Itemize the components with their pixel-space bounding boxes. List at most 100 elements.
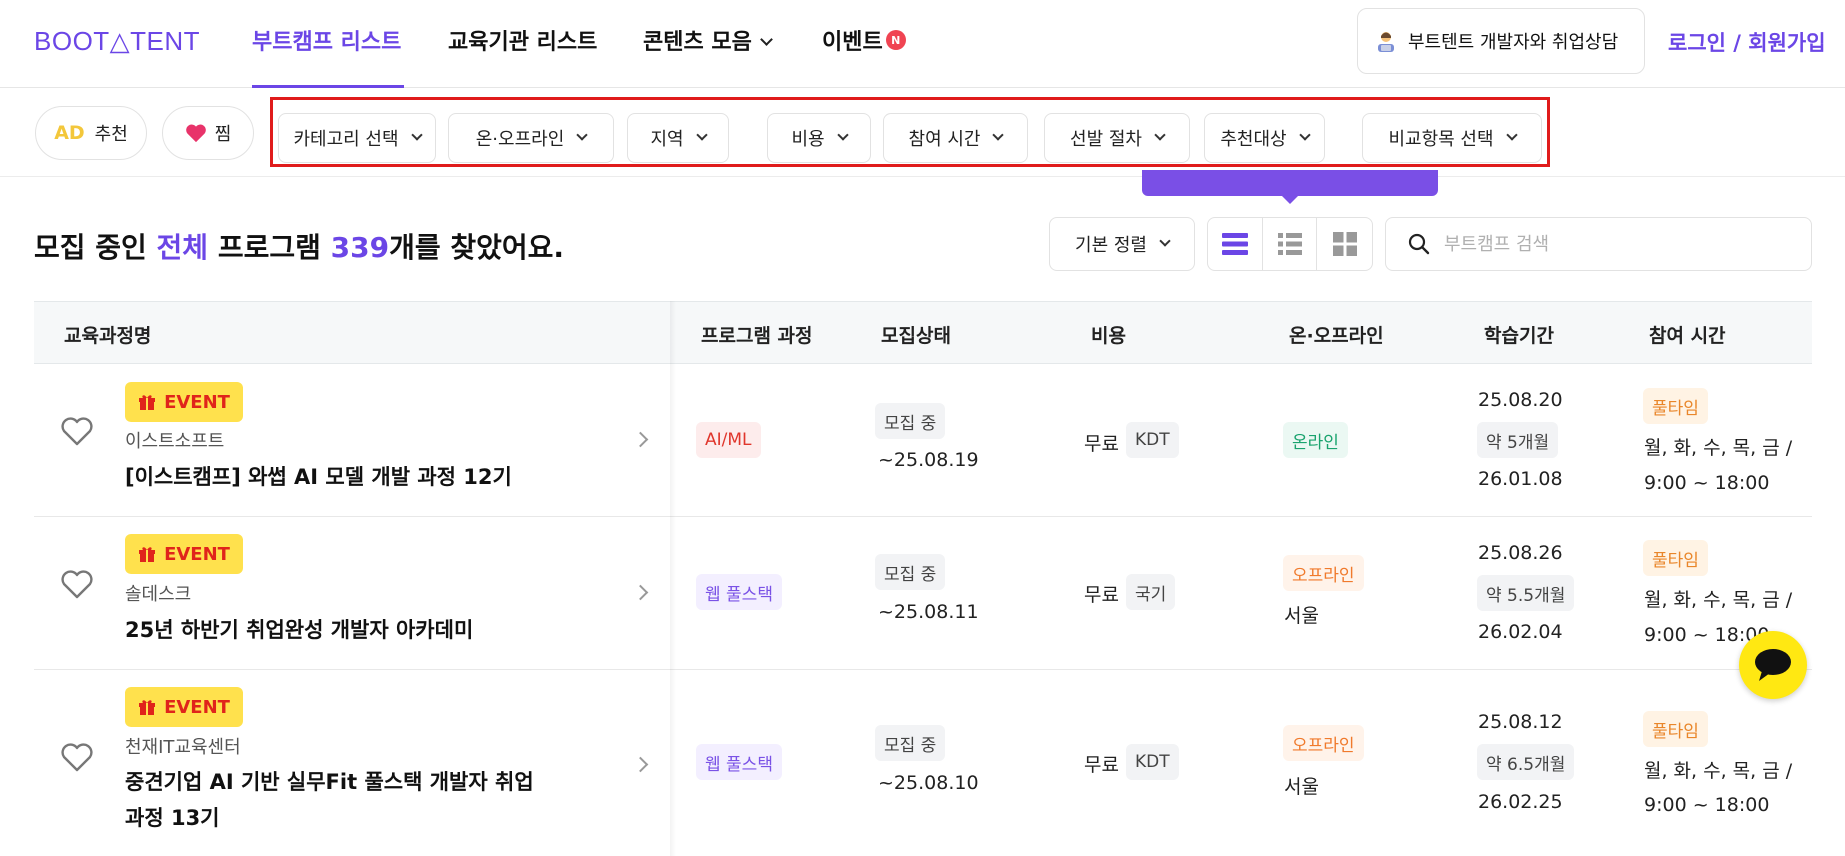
online-tag: 온라인 xyxy=(1283,422,1348,458)
gift-icon xyxy=(139,547,156,562)
filter-compare-items[interactable]: 비교항목 선택 xyxy=(1362,113,1542,163)
developer-avatar-icon xyxy=(1378,32,1394,52)
program-tag: AI/ML xyxy=(696,422,761,458)
schedule-hours: 9:00 ~ 18:00 xyxy=(1644,794,1770,816)
program-tag: 웹 풀스택 xyxy=(696,744,782,780)
chevron-down-icon xyxy=(1298,129,1311,141)
event-label: EVENT xyxy=(164,543,230,565)
filter-cost[interactable]: 비용 xyxy=(767,113,871,163)
filter-category[interactable]: 카테고리 선택 xyxy=(278,113,436,163)
table-header: 교육과정명 프로그램 과정 모집상태 비용 온·오프라인 학습기간 참여 시간 xyxy=(34,301,1812,364)
chevron-down-icon xyxy=(576,129,588,141)
nav-contents-label: 콘텐츠 모음 xyxy=(643,30,752,55)
wishlist-button[interactable]: 찜 xyxy=(162,106,254,160)
nav-events[interactable]: 이벤트 N xyxy=(822,24,906,56)
course-title[interactable]: 중견기업 AI 기반 실무Fit 풀스택 개발자 취업과정 13기 xyxy=(125,770,534,830)
nav-institution-list[interactable]: 교육기관 리스트 xyxy=(448,24,597,56)
nav-bootcamp-list[interactable]: 부트캠프 리스트 xyxy=(252,24,401,56)
chevron-right-icon[interactable] xyxy=(632,584,649,601)
col-participation-time: 참여 시간 xyxy=(1649,325,1726,347)
compare-tooltip xyxy=(1142,170,1438,196)
ad-recommend-button[interactable]: AD 추천 xyxy=(35,106,147,160)
end-date: 26.02.04 xyxy=(1478,621,1563,643)
wishlist-label: 찜 xyxy=(214,124,232,145)
bootent-logo[interactable]: BOOT△TENT xyxy=(34,26,201,56)
filter-region[interactable]: 지역 xyxy=(627,113,729,163)
event-badge: EVENT xyxy=(125,534,243,574)
results-headline: 모집 중인 전체 프로그램 339개를 찾았어요. xyxy=(34,226,564,266)
nav-contents[interactable]: 콘텐츠 모음 xyxy=(643,24,773,56)
view-grid-button[interactable] xyxy=(1317,218,1372,270)
filter-region-label: 지역 xyxy=(650,129,684,150)
chat-bubble-icon xyxy=(1755,649,1791,681)
institution-name: 솔데스크 xyxy=(125,584,192,605)
sort-label: 기본 정렬 xyxy=(1075,235,1147,256)
duration-tag: 약 6.5개월 xyxy=(1477,744,1575,780)
col-cost: 비용 xyxy=(1091,325,1126,347)
end-date: 26.01.08 xyxy=(1478,468,1563,490)
nav-institution-list-label: 교육기관 리스트 xyxy=(448,30,598,55)
chevron-down-icon xyxy=(1159,235,1171,247)
chevron-down-icon xyxy=(410,129,423,141)
career-consult-button[interactable]: 부트텐트 개발자와 취업상담 xyxy=(1357,8,1645,74)
filter-target[interactable]: 추천대상 xyxy=(1204,113,1325,163)
filter-online-offline-label: 온·오프라인 xyxy=(475,129,565,150)
chevron-down-icon xyxy=(1154,129,1166,141)
nav-bootcamp-list-label: 부트캠프 리스트 xyxy=(252,30,402,55)
filter-dropdown-group: 카테고리 선택 온·오프라인 지역 비용 참여 시간 선발 절차 추천대상 비교… xyxy=(270,97,1550,167)
search-input[interactable] xyxy=(1444,233,1784,255)
chevron-down-icon xyxy=(760,33,773,46)
gift-icon xyxy=(139,395,156,410)
chevron-right-icon[interactable] xyxy=(632,756,649,773)
filter-compare-items-label: 비교항목 선택 xyxy=(1388,129,1494,150)
col-duration: 학습기간 xyxy=(1484,325,1554,347)
cost-value: 무료 xyxy=(1084,754,1119,776)
chevron-down-icon xyxy=(1505,129,1518,141)
course-title[interactable]: 25년 하반기 취업완성 개발자 아카데미 xyxy=(125,618,474,642)
kakao-chat-button[interactable] xyxy=(1739,631,1807,699)
recruit-status: 모집 중 xyxy=(875,554,946,590)
duration-tag: 약 5.5개월 xyxy=(1477,575,1575,611)
event-badge: EVENT xyxy=(125,382,243,422)
schedule-hours: 9:00 ~ 18:00 xyxy=(1644,472,1770,494)
heart-outline-icon[interactable] xyxy=(60,570,94,600)
filter-participation-time[interactable]: 참여 시간 xyxy=(883,113,1028,163)
ad-tag: AD xyxy=(54,122,85,144)
active-tab-underline xyxy=(252,85,404,88)
results-suffix: 개를 찾았어요. xyxy=(389,231,565,264)
view-mode-toggle xyxy=(1207,217,1373,271)
location: 서울 xyxy=(1284,605,1319,627)
col-status: 모집상태 xyxy=(881,325,951,347)
heart-outline-icon[interactable] xyxy=(60,743,94,773)
table-row[interactable]: EVENT 천재IT교육센터 중견기업 AI 기반 실무Fit 풀스택 개발자 … xyxy=(34,671,1812,856)
schedule-days: 월, 화, 수, 목, 금 / xyxy=(1644,589,1793,611)
table-row[interactable]: EVENT 솔데스크 25년 하반기 취업완성 개발자 아카데미 웹 풀스택 모… xyxy=(34,518,1812,670)
filter-selection-process-label: 선발 절차 xyxy=(1070,129,1142,150)
filter-target-label: 추천대상 xyxy=(1220,129,1287,150)
chevron-right-icon[interactable] xyxy=(632,431,649,448)
list-view-icon xyxy=(1277,233,1302,255)
search-icon xyxy=(1408,233,1430,255)
filter-online-offline[interactable]: 온·오프라인 xyxy=(448,113,614,163)
filter-selection-process[interactable]: 선발 절차 xyxy=(1044,113,1190,163)
heart-icon xyxy=(185,124,206,143)
login-signup-link[interactable]: 로그인 / 회원가입 xyxy=(1668,31,1826,55)
bootcamp-search[interactable] xyxy=(1385,217,1812,271)
event-badge: EVENT xyxy=(125,687,243,727)
course-title[interactable]: [이스트캠프] 와썹 AI 모델 개발 과정 12기 xyxy=(125,465,512,489)
heart-outline-icon[interactable] xyxy=(60,417,94,447)
fulltime-tag: 풀타임 xyxy=(1643,388,1708,424)
location: 서울 xyxy=(1284,776,1319,798)
table-row[interactable]: EVENT 이스트소프트 [이스트캠프] 와썹 AI 모델 개발 과정 12기 … xyxy=(34,365,1812,517)
col-course-name: 교육과정명 xyxy=(64,325,152,347)
offline-tag: 오프라인 xyxy=(1283,555,1364,591)
col-online-offline: 온·오프라인 xyxy=(1289,325,1384,347)
chevron-down-icon xyxy=(992,129,1005,141)
results-middle: 프로그램 xyxy=(217,231,321,264)
table-view-icon xyxy=(1221,233,1248,255)
chevron-down-icon xyxy=(836,129,849,141)
view-table-button[interactable] xyxy=(1208,218,1263,270)
recruit-status: 모집 중 xyxy=(875,403,946,439)
view-list-button[interactable] xyxy=(1263,218,1318,270)
sort-dropdown[interactable]: 기본 정렬 xyxy=(1049,217,1195,271)
